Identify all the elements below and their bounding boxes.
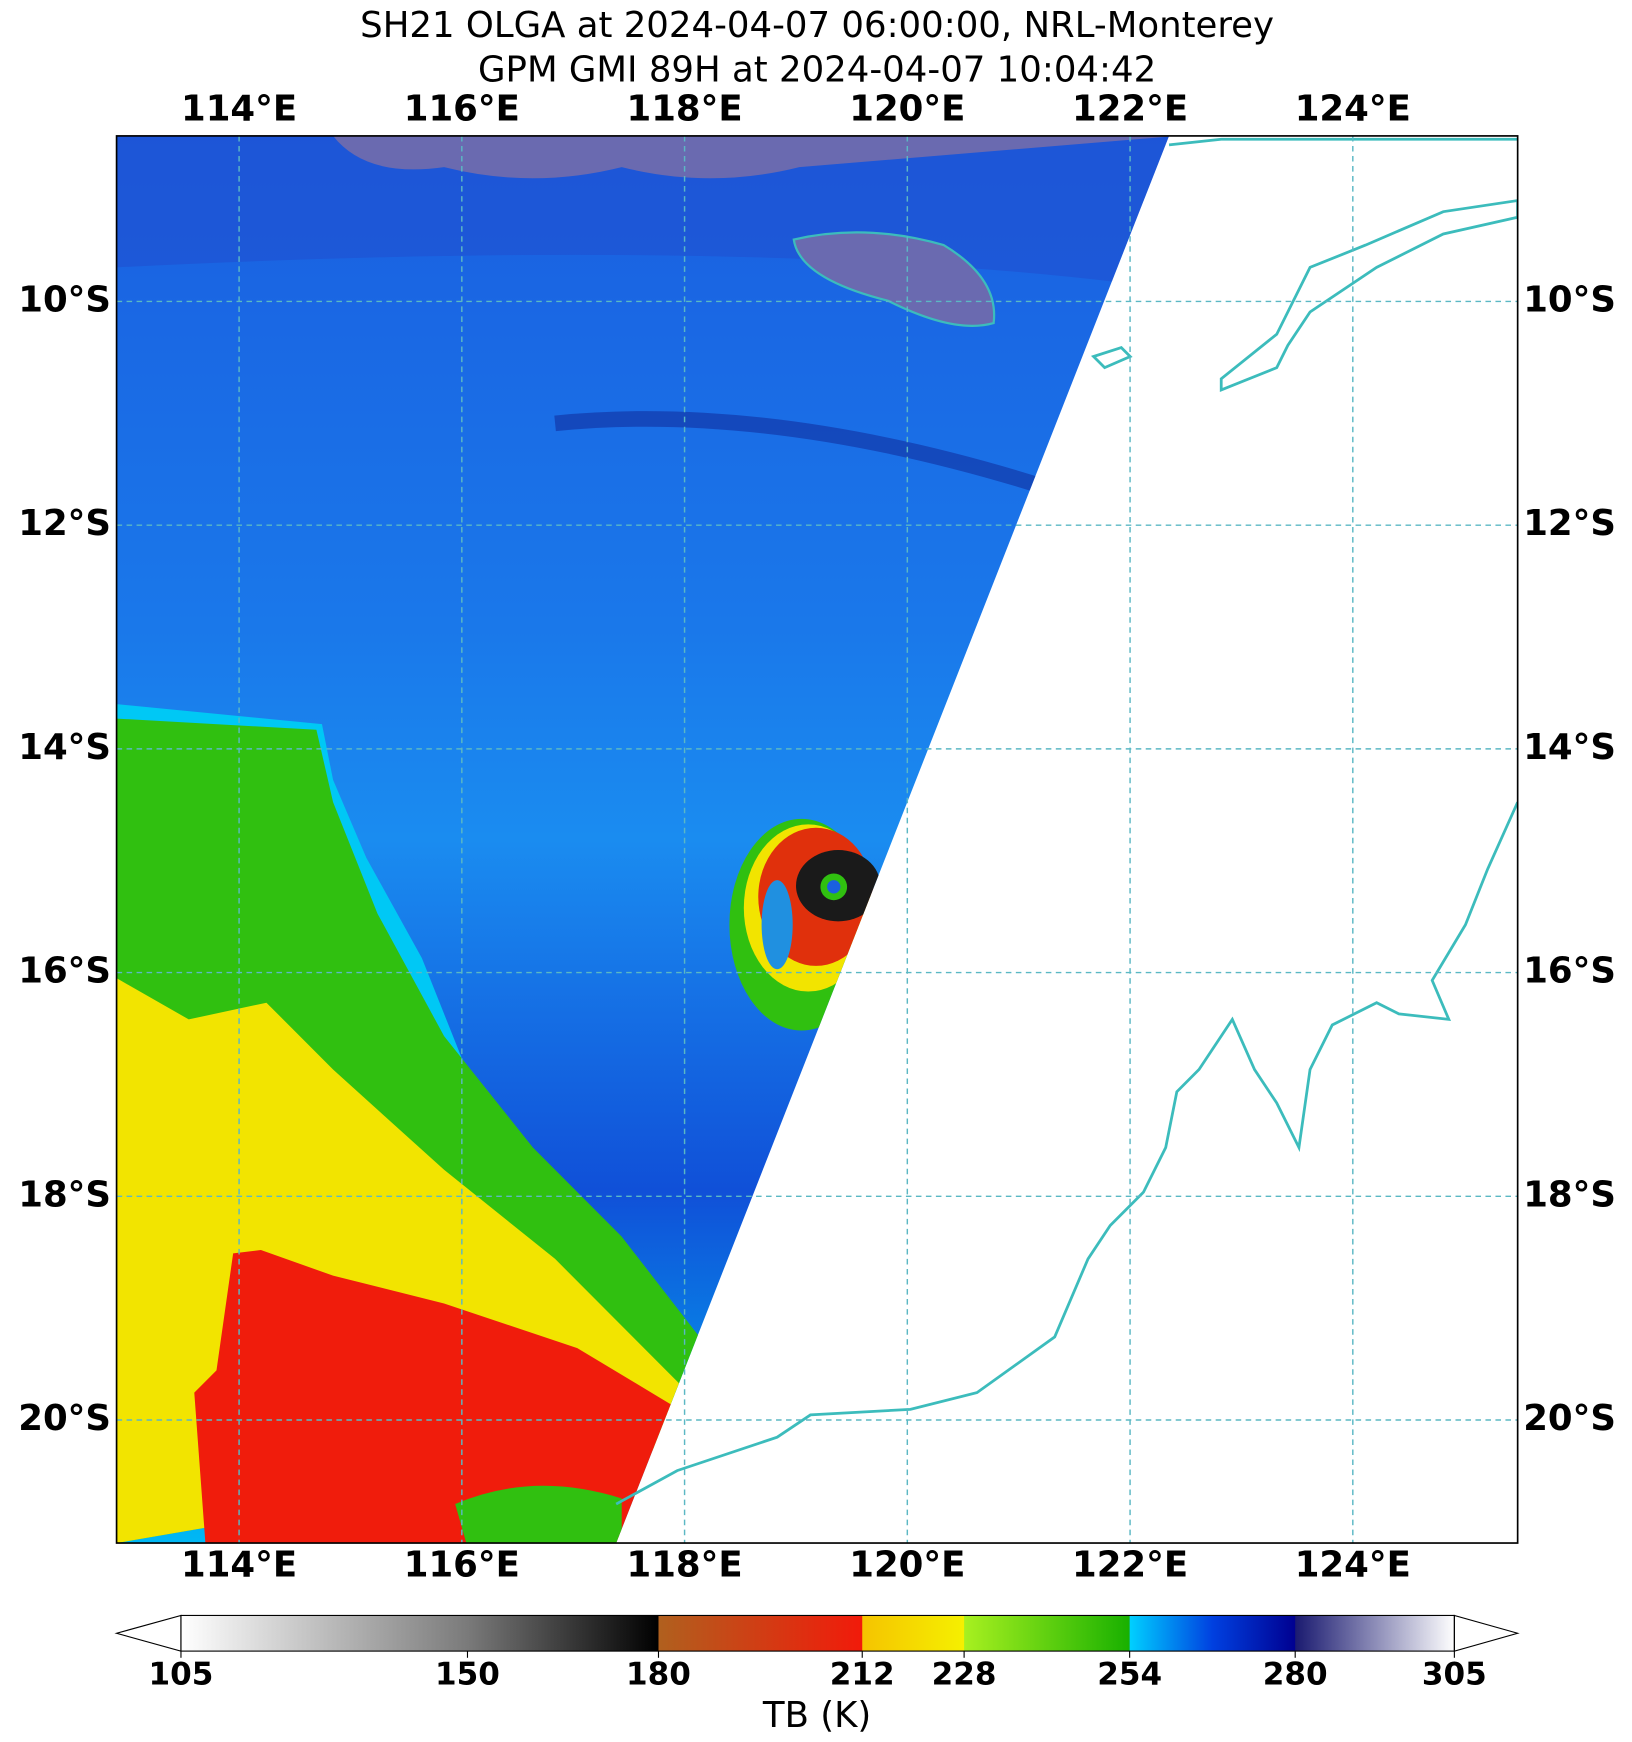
x-tick-label: 118°E: [626, 1544, 742, 1585]
colorbar-segment: [964, 1615, 1131, 1652]
colorbar-tick-label: 212: [830, 1657, 895, 1693]
colorbar-segment: [1295, 1615, 1455, 1652]
colorbar-tick-label: 180: [626, 1657, 691, 1693]
y-tick-label: 14°S: [1523, 727, 1616, 768]
y-tick-label: 18°S: [1523, 1174, 1616, 1215]
colorbar-segment: [1129, 1615, 1296, 1652]
y-tick-label: 14°S: [18, 727, 111, 768]
colorbar-label: TB (K): [762, 1695, 871, 1736]
x-tick-label: 122°E: [1072, 1544, 1188, 1585]
y-tick-label: 10°S: [18, 279, 111, 320]
x-tick-label: 122°E: [1072, 88, 1188, 129]
y-tick-label: 12°S: [1523, 503, 1616, 544]
colorbar-segment: [467, 1615, 660, 1652]
x-tick-label: 120°E: [849, 1544, 965, 1585]
subtitle: GPM GMI 89H at 2024-04-07 10:04:42: [478, 49, 1156, 90]
x-tick-label: 114°E: [181, 1544, 297, 1585]
y-tick-label: 20°S: [18, 1398, 111, 1439]
colorbar-tick-label: 280: [1263, 1657, 1328, 1693]
x-tick-label: 124°E: [1295, 1544, 1411, 1585]
x-tick-label: 116°E: [404, 88, 520, 129]
colorbar-segment: [658, 1615, 863, 1652]
y-tick-label: 12°S: [18, 503, 111, 544]
x-tick-label: 124°E: [1295, 88, 1411, 129]
imagery: [116, 135, 1518, 1544]
y-tick-label: 10°S: [1523, 279, 1616, 320]
colorbar-tick-label: 228: [932, 1657, 997, 1693]
colorbar-tick-label: 254: [1097, 1657, 1162, 1693]
y-tick-label: 20°S: [1523, 1398, 1616, 1439]
colorbar-frame: [180, 1614, 1455, 1652]
colorbar-extend: [1453, 1614, 1520, 1652]
y-tick-label: 16°S: [1523, 951, 1616, 992]
y-tick-label: 18°S: [18, 1174, 111, 1215]
x-tick-label: 118°E: [626, 88, 742, 129]
colorbar-segment: [862, 1615, 965, 1652]
colorbar-segment: [180, 1615, 469, 1652]
colorbar-tick-label: 105: [149, 1657, 214, 1693]
x-tick-label: 114°E: [181, 88, 297, 129]
x-tick-label: 120°E: [849, 88, 965, 129]
colorbar-tick-label: 150: [435, 1657, 500, 1693]
title: SH21 OLGA at 2024-04-07 06:00:00, NRL-Mo…: [360, 5, 1274, 46]
colorbar-extend: [114, 1614, 182, 1652]
x-tick-label: 116°E: [404, 1544, 520, 1585]
y-tick-label: 16°S: [18, 951, 111, 992]
map-frame: [115, 135, 1519, 1544]
colorbar-tick-label: 305: [1422, 1657, 1487, 1693]
